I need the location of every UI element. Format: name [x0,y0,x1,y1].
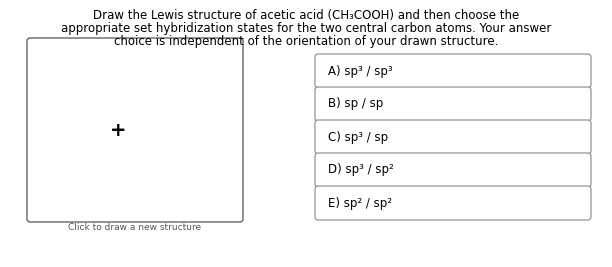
Text: D) sp³ / sp²: D) sp³ / sp² [328,163,394,176]
Text: appropriate set hybridization states for the two central carbon atoms. Your answ: appropriate set hybridization states for… [61,22,551,35]
Text: B) sp / sp: B) sp / sp [328,97,383,111]
Text: +: + [110,120,127,139]
FancyBboxPatch shape [315,54,591,88]
FancyBboxPatch shape [315,120,591,154]
FancyBboxPatch shape [315,153,591,187]
Text: E) sp² / sp²: E) sp² / sp² [328,197,392,210]
Text: A) sp³ / sp³: A) sp³ / sp³ [328,65,393,77]
FancyBboxPatch shape [27,38,243,222]
Text: choice is independent of the orientation of your drawn structure.: choice is independent of the orientation… [114,35,498,48]
Text: Click to draw a new structure: Click to draw a new structure [69,223,201,232]
FancyBboxPatch shape [315,87,591,121]
Text: C) sp³ / sp: C) sp³ / sp [328,131,388,143]
FancyBboxPatch shape [315,186,591,220]
Text: Draw the Lewis structure of acetic acid (CH₃COOH) and then choose the: Draw the Lewis structure of acetic acid … [93,9,519,22]
